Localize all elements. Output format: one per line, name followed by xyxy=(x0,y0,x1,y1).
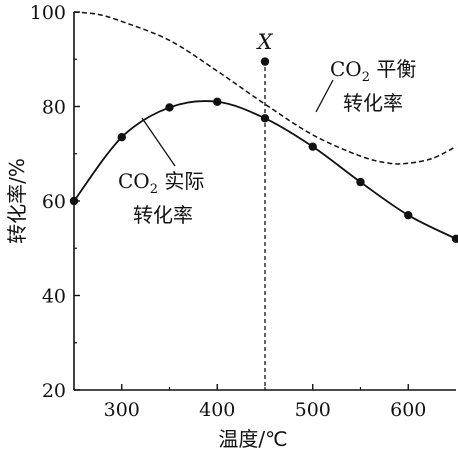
equilibrium-line xyxy=(73,11,457,165)
y-tick-label: 100 xyxy=(30,2,66,24)
equilibrium-label: CO2 平衡 xyxy=(330,57,416,85)
actual-point xyxy=(356,177,365,187)
y-tick-label: 40 xyxy=(42,286,66,308)
x-tick-label: 400 xyxy=(199,399,235,421)
actual-point xyxy=(308,142,317,151)
actual-point xyxy=(69,196,79,206)
actual-point xyxy=(404,210,413,220)
y-tick-label: 60 xyxy=(42,191,66,213)
equilibrium-leader xyxy=(315,79,334,113)
actual-point xyxy=(451,234,458,243)
y-axis-title: 转化率/% xyxy=(5,158,29,244)
actual-point xyxy=(165,103,174,112)
equilibrium-label-line2: 转化率 xyxy=(343,91,403,115)
y-tick-label: 20 xyxy=(42,380,66,402)
actual-leader xyxy=(141,117,176,167)
x-tick-label: 500 xyxy=(295,399,331,421)
x-tick-label: 600 xyxy=(390,399,426,421)
actual-label: CO2 实际 xyxy=(118,169,204,197)
y-tick-label: 80 xyxy=(42,97,66,119)
actual-point xyxy=(117,133,126,142)
actual-label-line2: 转化率 xyxy=(133,203,193,227)
point-x-label: X xyxy=(256,30,274,54)
x-tick-label: 300 xyxy=(104,399,140,421)
equilibrium-series xyxy=(73,11,457,165)
actual-point xyxy=(213,97,222,106)
point-x xyxy=(260,57,270,66)
x-axis-title: 温度/℃ xyxy=(218,427,287,451)
axis-ticks: 20 40 60 80 100 300 400 500 600 温度/℃ 转化率/% xyxy=(5,2,426,451)
